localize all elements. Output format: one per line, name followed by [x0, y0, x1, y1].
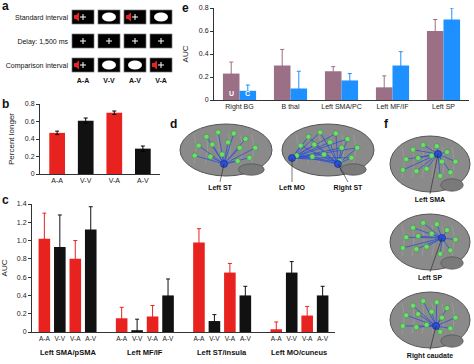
svg-text:0.2: 0.2	[17, 310, 27, 317]
svg-text:Standard interval: Standard interval	[15, 14, 68, 21]
svg-text:C: C	[245, 90, 250, 97]
html-text:a: a	[2, 0, 9, 13]
svg-text:0: 0	[31, 170, 35, 177]
svg-text:0.8: 0.8	[25, 100, 35, 107]
svg-text:0.2: 0.2	[199, 73, 209, 80]
svg-text:V-A: V-A	[70, 335, 81, 342]
svg-text:U: U	[229, 90, 234, 97]
svg-text:A-A: A-A	[271, 335, 283, 342]
svg-text:0.6: 0.6	[25, 118, 35, 125]
svg-text:A-V: A-V	[240, 335, 252, 342]
svg-text:A-V: A-V	[137, 177, 149, 184]
svg-text:0: 0	[205, 96, 209, 103]
svg-text:0.8: 0.8	[199, 4, 209, 11]
svg-text:A-V: A-V	[85, 335, 97, 342]
html-text:d: d	[170, 117, 178, 131]
svg-text:0: 0	[23, 328, 27, 335]
svg-text:V-A: V-A	[225, 335, 236, 342]
svg-text:1.2: 1.2	[17, 219, 27, 226]
svg-text:1.0: 1.0	[17, 237, 27, 244]
svg-text:Left MF/IF: Left MF/IF	[127, 348, 163, 357]
svg-text:AUC: AUC	[181, 45, 190, 62]
svg-text:0.8: 0.8	[17, 255, 27, 262]
svg-text:Right ST: Right ST	[334, 184, 363, 192]
html-text:f: f	[384, 117, 388, 131]
svg-text:Left ST: Left ST	[208, 184, 232, 191]
svg-text:V-V: V-V	[80, 177, 92, 184]
svg-text:Left SMA/PC: Left SMA/PC	[321, 103, 361, 110]
svg-text:A-A: A-A	[77, 77, 89, 84]
svg-text:V-V: V-V	[209, 335, 220, 342]
html-text:b: b	[2, 97, 10, 111]
svg-text:A-A: A-A	[194, 335, 206, 342]
svg-text:Left SMA/pSMA: Left SMA/pSMA	[40, 348, 96, 357]
svg-text:Percent longer: Percent longer	[7, 113, 16, 165]
svg-text:V-V: V-V	[103, 77, 115, 84]
svg-text:Right caudate: Right caudate	[407, 352, 453, 360]
svg-text:Right BG: Right BG	[225, 103, 253, 111]
svg-text:A-V: A-V	[129, 77, 141, 84]
svg-text:0.4: 0.4	[199, 50, 209, 57]
svg-text:AUC: AUC	[0, 259, 9, 276]
svg-text:0.4: 0.4	[17, 292, 27, 299]
svg-text:A-V: A-V	[317, 335, 329, 342]
svg-text:V-A: V-A	[155, 77, 167, 84]
svg-text:Left SP: Left SP	[418, 274, 442, 281]
svg-text:V-A: V-A	[147, 335, 158, 342]
svg-text:Left MO/cuneus: Left MO/cuneus	[271, 348, 327, 357]
svg-text:0.2: 0.2	[25, 153, 35, 160]
svg-text:Comparison interval: Comparison interval	[6, 62, 69, 70]
html-text:c: c	[2, 193, 9, 207]
svg-text:V-V: V-V	[286, 335, 297, 342]
svg-text:0.4: 0.4	[25, 135, 35, 142]
svg-text:A-V: A-V	[163, 335, 175, 342]
svg-text:B thal: B thal	[282, 103, 300, 110]
html-text:e: e	[182, 1, 189, 15]
svg-text:V-V: V-V	[55, 335, 66, 342]
svg-text:Left ST/insula: Left ST/insula	[197, 348, 247, 357]
svg-text:0.6: 0.6	[199, 27, 209, 34]
svg-text:V-V: V-V	[132, 335, 143, 342]
svg-text:Left SMA: Left SMA	[415, 196, 445, 203]
svg-text:Left MF/IF: Left MF/IF	[377, 103, 409, 110]
svg-text:A-A: A-A	[39, 335, 51, 342]
svg-text:Delay: 1,500 ms: Delay: 1,500 ms	[17, 38, 68, 46]
svg-text:Left SP: Left SP	[432, 103, 455, 110]
svg-text:V-A: V-A	[302, 335, 313, 342]
svg-text:0.6: 0.6	[17, 274, 27, 281]
svg-text:1.4: 1.4	[17, 200, 27, 207]
svg-text:A-A: A-A	[51, 177, 63, 184]
svg-text:A-A: A-A	[116, 335, 128, 342]
svg-text:V-A: V-A	[109, 177, 121, 184]
svg-text:Left MO: Left MO	[279, 184, 306, 191]
